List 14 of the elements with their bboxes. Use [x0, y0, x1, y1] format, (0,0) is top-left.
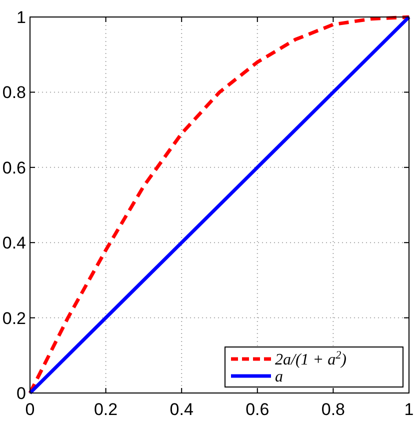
legend-label: 2a/(1 + a$^{2}$)	[275, 350, 346, 369]
y-tick-label: 0.6	[2, 158, 26, 178]
y-tick-label: 0	[16, 384, 26, 403]
y-tick-label: 0.2	[2, 308, 26, 328]
x-tick-label: 0.2	[94, 400, 118, 419]
y-tick-label: 1	[16, 8, 26, 27]
x-tick-label: 0.8	[321, 400, 346, 419]
line-series	[28, 15, 411, 395]
x-tick-label: 0.4	[170, 400, 194, 419]
legend-label: a	[275, 368, 283, 386]
y-tick-label: 0.4	[2, 234, 26, 253]
y-tick-label: 0.8	[2, 83, 26, 102]
x-tick-label: 1	[404, 400, 414, 419]
x-tick-label: 0.6	[246, 400, 270, 419]
